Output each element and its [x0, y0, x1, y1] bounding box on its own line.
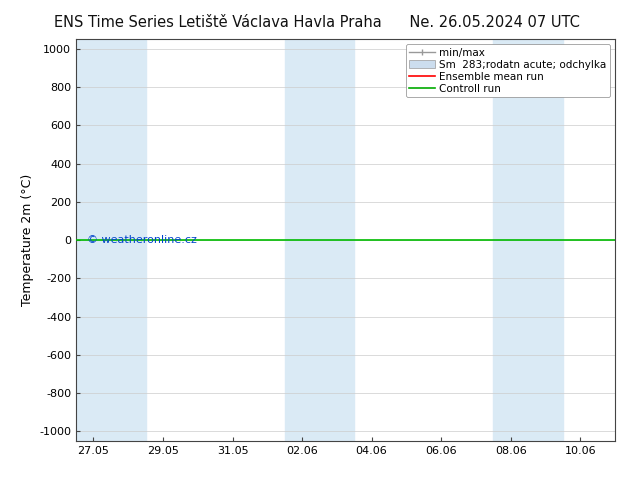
Bar [76, 39, 146, 441]
Y-axis label: Temperature 2m (°C): Temperature 2m (°C) [21, 174, 34, 306]
Bar [285, 39, 354, 441]
Legend: min/max, Sm  283;rodatn acute; odchylka, Ensemble mean run, Controll run: min/max, Sm 283;rodatn acute; odchylka, … [406, 45, 610, 97]
Text: ENS Time Series Letiště Václava Havla Praha      Ne. 26.05.2024 07 UTC: ENS Time Series Letiště Václava Havla Pr… [54, 15, 580, 30]
Bar [493, 39, 563, 441]
Text: © weatheronline.cz: © weatheronline.cz [87, 235, 197, 245]
